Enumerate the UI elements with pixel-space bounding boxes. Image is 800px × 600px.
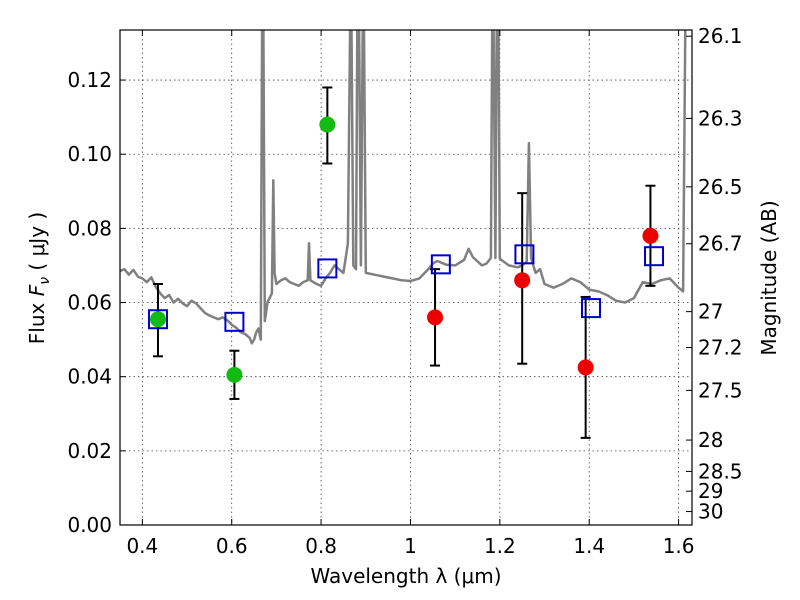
y-tick-label: 0.08	[67, 216, 112, 240]
y-axis: 0.00 0.02 0.04 0.06 0.08 0.10 0.12	[67, 68, 126, 537]
model-square	[644, 246, 665, 267]
data-point	[514, 272, 531, 289]
x-tick-label: 1.4	[573, 534, 605, 558]
data-points	[147, 86, 665, 439]
y-tick-label: 0.00	[67, 513, 112, 537]
model-square	[147, 309, 168, 330]
x-axis: 0.4 0.6 0.8 1 1.2 1.4 1.6	[126, 30, 695, 558]
y2-tick-label: 27	[698, 300, 723, 324]
model-square	[317, 258, 338, 279]
data-point	[427, 309, 444, 326]
x-tick-label: 1.2	[484, 534, 516, 558]
y-tick-label: 0.12	[67, 68, 112, 92]
y2-tick-label: 26.5	[698, 175, 743, 199]
data-point	[642, 227, 659, 244]
y2-tick-label: 29	[698, 479, 723, 503]
model-square	[581, 298, 602, 319]
y2-tick-label: 26.7	[698, 232, 743, 256]
model-square	[430, 254, 451, 275]
x-axis-title: Wavelength λ (μm)	[310, 564, 501, 588]
data-point	[226, 366, 243, 383]
y2-tick-label: 27.5	[698, 378, 743, 402]
y2-tick-label: 26.1	[698, 24, 743, 48]
y-tick-label: 0.06	[67, 291, 112, 315]
x-tick-label: 1.6	[663, 534, 695, 558]
y-tick-label: 0.10	[67, 142, 112, 166]
data-point	[149, 311, 166, 328]
y2-tick-label: 28.5	[698, 459, 743, 483]
y-tick-label: 0.02	[67, 439, 112, 463]
y2-tick-label: 30	[698, 500, 723, 524]
plot-frame	[119, 29, 693, 526]
grid-lines	[120, 30, 692, 526]
model-square	[224, 311, 245, 332]
y2-tick-label: 26.3	[698, 106, 743, 130]
y2-axis-title: Magnitude (AB)	[757, 200, 781, 355]
y-axis-title: Flux Fν ( μJy )	[25, 212, 53, 344]
y-tick-label: 0.04	[67, 365, 112, 389]
data-point	[319, 116, 336, 133]
y2-tick-label: 28	[698, 428, 723, 452]
data-point	[577, 359, 594, 376]
spectrum-line	[120, 30, 687, 345]
y2-tick-label: 27.2	[698, 336, 743, 360]
x-tick-label: 0.8	[305, 534, 337, 558]
x-tick-label: 0.4	[126, 534, 158, 558]
model-square	[514, 244, 535, 265]
x-tick-label: 0.6	[216, 534, 248, 558]
x-tick-label: 1	[404, 534, 417, 558]
